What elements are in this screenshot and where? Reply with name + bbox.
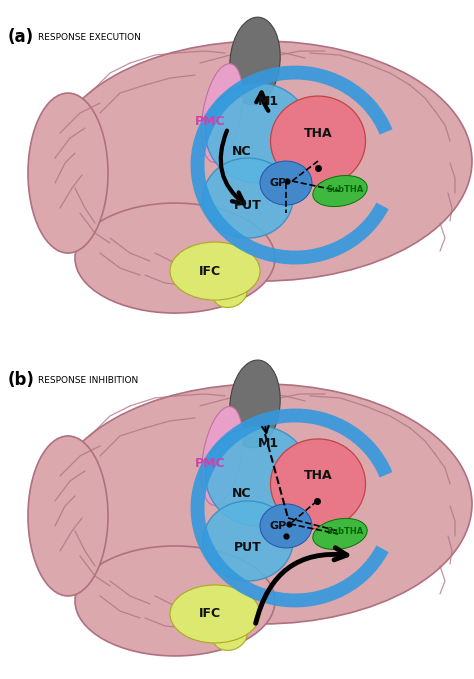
Ellipse shape <box>75 546 275 656</box>
Ellipse shape <box>52 41 472 281</box>
Ellipse shape <box>75 203 275 313</box>
Text: GP: GP <box>269 178 287 188</box>
Ellipse shape <box>230 360 280 448</box>
Text: RESPONSE INHIBITION: RESPONSE INHIBITION <box>38 376 138 385</box>
Ellipse shape <box>313 519 367 549</box>
Ellipse shape <box>170 242 260 300</box>
Ellipse shape <box>313 176 367 206</box>
Text: IFC: IFC <box>199 265 221 278</box>
Ellipse shape <box>201 407 243 505</box>
Ellipse shape <box>260 161 312 205</box>
Ellipse shape <box>52 384 472 624</box>
Text: SubTHA: SubTHA <box>327 528 364 536</box>
Text: PMC: PMC <box>195 115 225 128</box>
Text: M1: M1 <box>257 437 279 450</box>
Text: IFC: IFC <box>199 608 221 621</box>
Ellipse shape <box>230 17 280 105</box>
Text: PUT: PUT <box>234 198 262 212</box>
Ellipse shape <box>213 621 247 650</box>
Ellipse shape <box>213 278 247 308</box>
Text: PMC: PMC <box>195 458 225 471</box>
Text: THA: THA <box>304 126 332 140</box>
Ellipse shape <box>206 83 310 183</box>
Text: PUT: PUT <box>234 541 262 555</box>
Text: RESPONSE EXECUTION: RESPONSE EXECUTION <box>38 33 141 42</box>
Text: THA: THA <box>304 469 332 483</box>
Ellipse shape <box>28 93 108 253</box>
Text: NC: NC <box>232 488 252 500</box>
Ellipse shape <box>201 64 243 162</box>
Ellipse shape <box>203 501 293 581</box>
Text: NC: NC <box>232 145 252 158</box>
Text: (a): (a) <box>8 28 34 46</box>
Ellipse shape <box>28 436 108 596</box>
Text: GP: GP <box>269 521 287 531</box>
Text: SubTHA: SubTHA <box>327 185 364 194</box>
Ellipse shape <box>271 439 365 529</box>
Text: M1: M1 <box>257 94 279 107</box>
Text: (b): (b) <box>8 371 35 389</box>
Ellipse shape <box>271 96 365 186</box>
Ellipse shape <box>260 504 312 548</box>
Ellipse shape <box>170 585 260 643</box>
Ellipse shape <box>203 158 293 238</box>
Ellipse shape <box>206 426 310 526</box>
